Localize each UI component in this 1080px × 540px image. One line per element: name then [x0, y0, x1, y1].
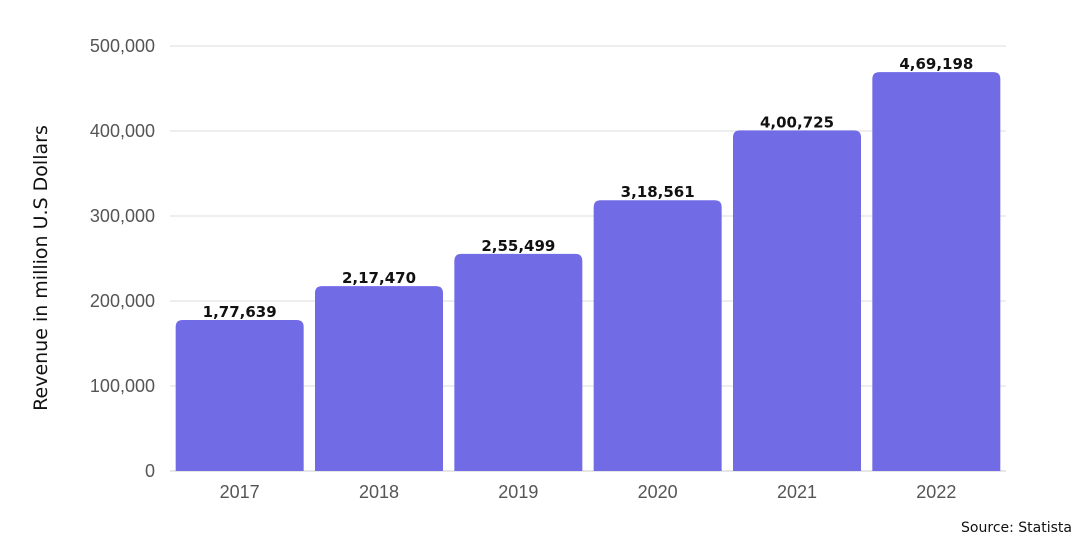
x-axis-ticks: 2017 2018 2019 2020 2021 2022 — [220, 482, 957, 502]
y-tick-label: 400,000 — [90, 121, 155, 141]
y-tick-label: 500,000 — [90, 36, 155, 56]
data-label-2017: 1,77,639 — [203, 303, 277, 321]
data-label-2019: 2,55,499 — [481, 237, 555, 255]
y-tick-label: 300,000 — [90, 206, 155, 226]
x-tick-label-2019: 2019 — [498, 482, 538, 502]
grid-lines — [170, 45, 1006, 472]
bar-2019 — [454, 253, 583, 471]
x-tick-label-2022: 2022 — [916, 482, 956, 502]
bars — [175, 72, 1001, 472]
bar-2021 — [733, 130, 861, 472]
x-tick-label-2021: 2021 — [777, 482, 817, 502]
y-axis-title: Revenue in million U.S Dollars — [30, 125, 52, 411]
y-tick-label: 100,000 — [90, 376, 155, 396]
bar-2020 — [593, 200, 722, 471]
bar-2017 — [175, 320, 304, 471]
x-tick-label-2020: 2020 — [638, 482, 678, 502]
bar-2022 — [872, 72, 1001, 471]
data-label-2020: 3,18,561 — [621, 183, 695, 201]
y-axis-ticks: 0 100,000 200,000 300,000 400,000 500,000 — [90, 36, 155, 481]
x-tick-label-2017: 2017 — [220, 482, 260, 502]
source-note: Source: Statista — [961, 520, 1072, 536]
data-labels: 1,77,639 2,17,470 2,55,499 3,18,561 4,00,725… — [203, 55, 974, 321]
y-tick-label: 200,000 — [90, 291, 155, 311]
y-tick-label: 0 — [145, 461, 155, 481]
x-tick-label-2018: 2018 — [359, 482, 399, 502]
bar-2018 — [315, 286, 443, 471]
data-label-2018: 2,17,470 — [342, 269, 416, 287]
data-label-2022: 4,69,198 — [899, 55, 973, 73]
data-label-2021: 4,00,725 — [760, 113, 834, 131]
